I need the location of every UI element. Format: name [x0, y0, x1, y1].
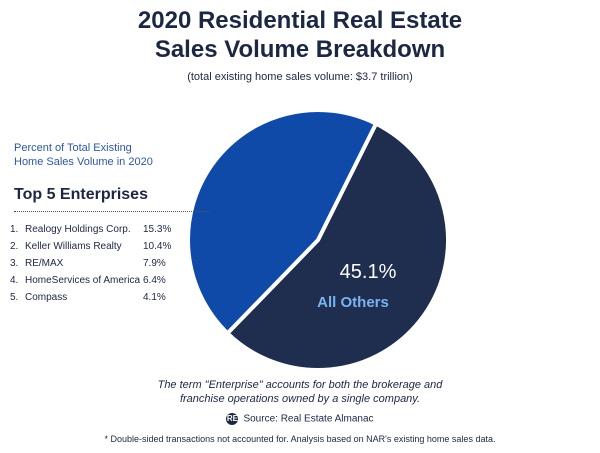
list-item-rank: 3. [10, 258, 19, 269]
list-item: 5. Compass 4.1% [10, 290, 175, 306]
list-item: 2. Keller Williams Realty 10.4% [10, 239, 175, 255]
pie-slice-1 [186, 108, 379, 336]
chart-title-line-2: Sales Volume Breakdown [154, 36, 446, 63]
pie-slice-0 [225, 121, 450, 372]
chart-title-line-1: 2020 Residential Real Estate [137, 7, 463, 34]
slice-value-label: 45.1% [340, 261, 397, 283]
list-item-value: 7.9% [143, 258, 166, 269]
list-item: 3. RE/MAX 7.9% [10, 256, 175, 272]
list-item-rank: 4. [10, 275, 19, 286]
list-item-name: RE/MAX [25, 258, 64, 269]
list-item: 4. HomeServices of America 6.4% [10, 273, 175, 289]
footnote: * Double-sided transactions not accounte… [104, 434, 496, 444]
top5-heading: Top 5 Enterprises [14, 186, 148, 203]
list-item-name: Keller Williams Realty [25, 241, 122, 252]
note-line-2: franchise operations owned by a single c… [179, 393, 421, 405]
list-item-rank: 2. [10, 241, 19, 252]
chart-subtitle: (total existing home sales volume: $3.7 … [187, 71, 413, 83]
source-text: Source: Real Estate Almanac [243, 413, 374, 425]
top5-list: 1. Realogy Holdings Corp. 15.3% 2. Kelle… [10, 222, 175, 307]
list-item-value: 4.1% [143, 292, 166, 303]
left-panel-description: Percent of Total Existing Home Sales Vol… [14, 142, 153, 168]
list-item-name: Compass [25, 292, 68, 303]
chart-title: 2020 Residential Real Estate Sales Volum… [0, 6, 600, 64]
divider-line [14, 211, 210, 212]
source-logo-icon: RE [226, 413, 239, 425]
list-item: 1. Realogy Holdings Corp. 15.3% [10, 222, 175, 238]
list-item-rank: 5. [10, 292, 19, 303]
list-item-name: HomeServices of America [25, 275, 141, 286]
list-item-value: 6.4% [143, 275, 166, 286]
slice-category-label: All Others [317, 294, 389, 311]
note-line-1: The term "Enterprise" accounts for both … [157, 379, 443, 391]
list-item-rank: 1. [10, 224, 19, 235]
list-item-value: 15.3% [143, 224, 172, 235]
list-item-name: Realogy Holdings Corp. [25, 224, 131, 235]
enterprise-note: The term "Enterprise" accounts for both … [0, 378, 600, 406]
source: RE Source: Real Estate Almanac [0, 413, 600, 425]
list-item-value: 10.4% [143, 241, 172, 252]
